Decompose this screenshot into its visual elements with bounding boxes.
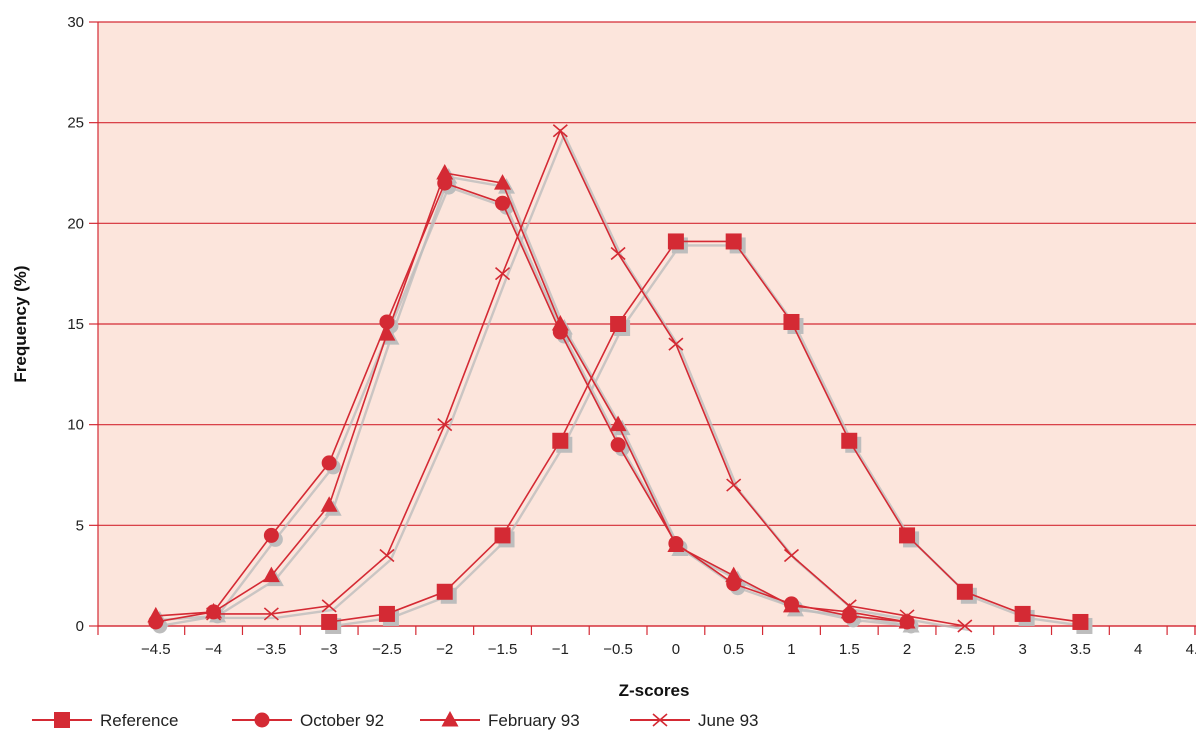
x-tick-label: 4 xyxy=(1134,641,1142,658)
legend-label: October 92 xyxy=(300,711,384,730)
x-tick-label: 1 xyxy=(787,641,795,658)
x-tick-label: −3 xyxy=(321,641,338,658)
data-point xyxy=(726,233,742,249)
x-tick-label: 3.5 xyxy=(1070,641,1091,658)
y-tick-label: 5 xyxy=(76,517,84,534)
data-point xyxy=(668,233,684,249)
legend-marker xyxy=(255,713,270,728)
x-tick-label: −1.5 xyxy=(488,641,518,658)
data-point xyxy=(783,314,799,330)
data-point xyxy=(611,437,626,452)
x-tick-label: −4.5 xyxy=(141,641,171,658)
x-tick-label: −3.5 xyxy=(257,641,287,658)
data-point xyxy=(957,584,973,600)
x-tick-label: −0.5 xyxy=(603,641,633,658)
data-point xyxy=(1015,606,1031,622)
x-tick-label: −4 xyxy=(205,641,222,658)
x-tick-label: 3 xyxy=(1018,641,1026,658)
legend-item: October 92 xyxy=(232,711,384,730)
x-tick-label: 2 xyxy=(903,641,911,658)
x-tick-label: 4.5 xyxy=(1186,641,1196,658)
legend-marker xyxy=(442,711,459,727)
data-point xyxy=(610,316,626,332)
y-tick-label: 30 xyxy=(67,14,84,31)
x-tick-label: 2.5 xyxy=(954,641,975,658)
x-tick-label: −2.5 xyxy=(372,641,402,658)
data-point xyxy=(321,614,337,630)
legend-item: Reference xyxy=(32,711,178,730)
legend-item: June 93 xyxy=(630,711,759,730)
data-point xyxy=(552,433,568,449)
data-point xyxy=(264,528,279,543)
y-axis: 0 5 10 15 20 25 30 xyxy=(67,14,98,635)
data-point xyxy=(437,584,453,600)
y-tick-label: 20 xyxy=(67,215,84,232)
data-point xyxy=(1072,614,1088,630)
y-tick-label: 25 xyxy=(67,115,84,132)
x-tick-label: −2 xyxy=(436,641,453,658)
x-tick-label: 1.5 xyxy=(839,641,860,658)
y-tick-label: 10 xyxy=(67,417,84,434)
legend-label: June 93 xyxy=(698,711,759,730)
data-point xyxy=(899,527,915,543)
data-point xyxy=(322,455,337,470)
legend-item: February 93 xyxy=(420,711,580,730)
data-point xyxy=(495,527,511,543)
x-tick-label: 0 xyxy=(672,641,680,658)
x-tick-label: 0.5 xyxy=(723,641,744,658)
legend-marker xyxy=(54,712,70,728)
y-tick-label: 0 xyxy=(76,618,84,635)
data-point xyxy=(379,606,395,622)
legend: Reference October 92 February 93 June 93 xyxy=(32,711,759,730)
data-point xyxy=(841,433,857,449)
x-axis-title: Z-scores xyxy=(619,681,690,700)
legend-label: Reference xyxy=(100,711,178,730)
x-axis: −4.5 −4 −3.5 −3 −2.5 −2 −1.5 −1 −0.5 0 0.5 1 1.5 2 2.5… xyxy=(98,626,1196,658)
x-tick-label: −1 xyxy=(552,641,569,658)
y-tick-label: 15 xyxy=(67,316,84,333)
y-axis-title: Frequency (%) xyxy=(11,265,30,382)
legend-label: February 93 xyxy=(488,711,580,730)
